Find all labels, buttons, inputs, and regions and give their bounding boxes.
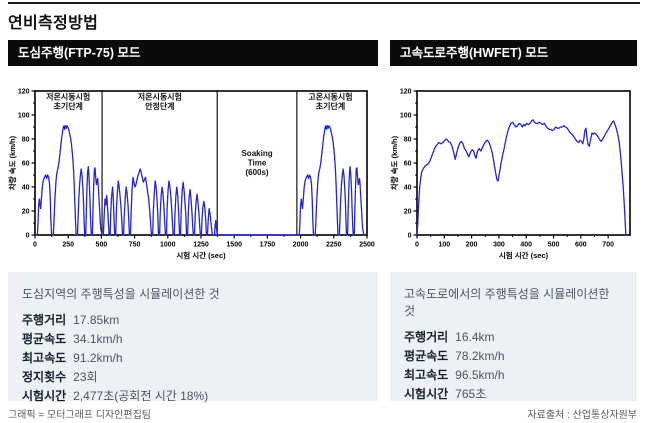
stat-value: 17.85km	[73, 313, 120, 327]
stat-value: 78.2km/h	[455, 349, 505, 363]
svg-text:Time: Time	[248, 158, 267, 167]
stat-row: 시험시간 765초	[404, 385, 623, 404]
svg-text:250: 250	[62, 242, 74, 249]
stat-label: 주행거리	[404, 330, 449, 344]
svg-text:300: 300	[493, 242, 505, 249]
svg-text:0: 0	[408, 233, 412, 240]
svg-text:100: 100	[400, 113, 412, 120]
svg-text:400: 400	[520, 242, 532, 249]
stat-label: 최고속도	[404, 368, 449, 382]
page-title: 연비측정방법	[8, 15, 99, 32]
svg-text:0: 0	[26, 233, 30, 240]
stat-row: 최고속도 91.2km/h	[22, 349, 364, 368]
hwfet-description: 고속도로에서의 주행특성을 시뮬레이션한 것	[404, 287, 610, 318]
svg-text:차량 속도 (km/h): 차량 속도 (km/h)	[8, 135, 17, 190]
stat-row: 시험시간 2,477초(공회전 시간 18%)	[22, 387, 364, 406]
stat-row: 평균속도 78.2km/h	[404, 347, 623, 366]
stat-label: 평균속도	[22, 332, 67, 346]
stat-label: 시험시간	[22, 389, 67, 403]
credit-source: 자료출처 : 산업통상자원부	[527, 410, 637, 421]
svg-text:0: 0	[415, 242, 419, 249]
stat-value: 34.1km/h	[73, 332, 123, 346]
svg-text:(600s): (600s)	[245, 168, 268, 177]
svg-text:시험 시간 (sec): 시험 시간 (sec)	[499, 250, 549, 260]
svg-text:120: 120	[18, 89, 30, 96]
svg-text:100: 100	[18, 113, 30, 120]
hwfet-stats-list: 주행거리 16.4km 평균속도 78.2km/h 최고속도 96.5km/h 시험시간 76…	[404, 328, 623, 404]
ftp75-description: 도심지역의 주행특성을 시뮬레이션한 것	[22, 287, 220, 301]
svg-text:시험 시간 (sec): 시험 시간 (sec)	[176, 250, 226, 260]
svg-text:40: 40	[404, 185, 412, 192]
chart-canvas: 0 250 500 750 1000 1250 1500 1750 2000 2250 2500 0 2…	[8, 89, 375, 260]
svg-text:60: 60	[22, 161, 30, 168]
svg-text:1500: 1500	[226, 242, 242, 249]
svg-text:초기단계: 초기단계	[316, 101, 345, 111]
svg-text:200: 200	[466, 242, 478, 249]
svg-text:500: 500	[548, 242, 560, 249]
svg-text:2500: 2500	[359, 242, 375, 249]
svg-text:차량 속도 (km/h): 차량 속도 (km/h)	[390, 135, 399, 190]
svg-text:고온시동시험: 고온시동시험	[308, 91, 352, 101]
svg-text:20: 20	[22, 209, 30, 216]
svg-text:저온시동시험: 저온시동시험	[138, 91, 182, 101]
stat-value: 96.5km/h	[455, 368, 505, 382]
svg-text:40: 40	[22, 185, 30, 192]
section-header-ftp75-label: 도심주행(FTP-75) 모드	[18, 46, 141, 60]
svg-text:100: 100	[438, 242, 450, 249]
svg-text:120: 120	[400, 89, 412, 96]
top-rule	[8, 2, 640, 4]
section-header-hwfet: 고속도로주행(HWFET) 모드	[390, 40, 637, 66]
svg-text:80: 80	[404, 137, 412, 144]
stat-label: 평균속도	[404, 349, 449, 363]
chart-canvas: 0 100 200 300 400 500 600 700 0 20 40 60 80 100 120 시험 …	[390, 89, 631, 260]
stat-row: 정지횟수 23회	[22, 368, 364, 387]
ftp75-stats-list: 주행거리 17.85km 평균속도 34.1km/h 최고속도 91.2km/h 정지횟수 2…	[22, 311, 364, 406]
hwfet-info-panel: 고속도로에서의 주행특성을 시뮬레이션한 것 주행거리 16.4km 평균속도 78.…	[390, 272, 637, 401]
stat-label: 정지횟수	[22, 370, 67, 384]
stat-value: 23회	[73, 370, 98, 384]
svg-text:2000: 2000	[293, 242, 309, 249]
stat-label: 주행거리	[22, 313, 67, 327]
svg-text:60: 60	[404, 161, 412, 168]
ftp75-info-panel: 도심지역의 주행특성을 시뮬레이션한 것 주행거리 17.85km 평균속도 34.1…	[8, 272, 378, 403]
section-header-ftp75: 도심주행(FTP-75) 모드	[8, 40, 378, 66]
stat-label: 최고속도	[22, 351, 67, 365]
section-header-hwfet-label: 고속도로주행(HWFET) 모드	[400, 46, 549, 60]
svg-text:초기단계: 초기단계	[53, 101, 82, 111]
stat-label: 시험시간	[404, 387, 449, 401]
svg-text:500: 500	[96, 242, 108, 249]
stat-row: 주행거리 16.4km	[404, 328, 623, 347]
svg-text:2250: 2250	[326, 242, 342, 249]
stat-value: 2,477초(공회전 시간 18%)	[73, 389, 209, 403]
svg-text:1750: 1750	[260, 242, 276, 249]
ftp75-speed-chart: 0 250 500 750 1000 1250 1500 1750 2000 2250 2500 0 2…	[8, 76, 378, 268]
stat-value: 91.2km/h	[73, 351, 123, 365]
stat-row: 평균속도 34.1km/h	[22, 330, 364, 349]
credit-graphic: 그래픽 = 모터그래프 디자인편집팀	[8, 410, 151, 421]
svg-text:700: 700	[602, 242, 614, 249]
svg-text:저온시동시험: 저온시동시험	[46, 91, 90, 101]
svg-text:0: 0	[33, 242, 37, 249]
stat-row: 주행거리 17.85km	[22, 311, 364, 330]
svg-text:600: 600	[575, 242, 587, 249]
svg-text:Soaking: Soaking	[241, 149, 272, 158]
svg-text:1000: 1000	[160, 242, 176, 249]
stat-value: 765초	[455, 387, 487, 401]
svg-text:750: 750	[129, 242, 141, 249]
stat-value: 16.4km	[455, 330, 495, 344]
svg-text:20: 20	[404, 209, 412, 216]
svg-text:1250: 1250	[193, 242, 209, 249]
svg-text:80: 80	[22, 137, 30, 144]
stat-row: 최고속도 96.5km/h	[404, 366, 623, 385]
svg-text:안정단계: 안정단계	[145, 101, 174, 111]
hwfet-speed-chart: 0 100 200 300 400 500 600 700 0 20 40 60 80 100 120 시험 …	[390, 76, 637, 268]
